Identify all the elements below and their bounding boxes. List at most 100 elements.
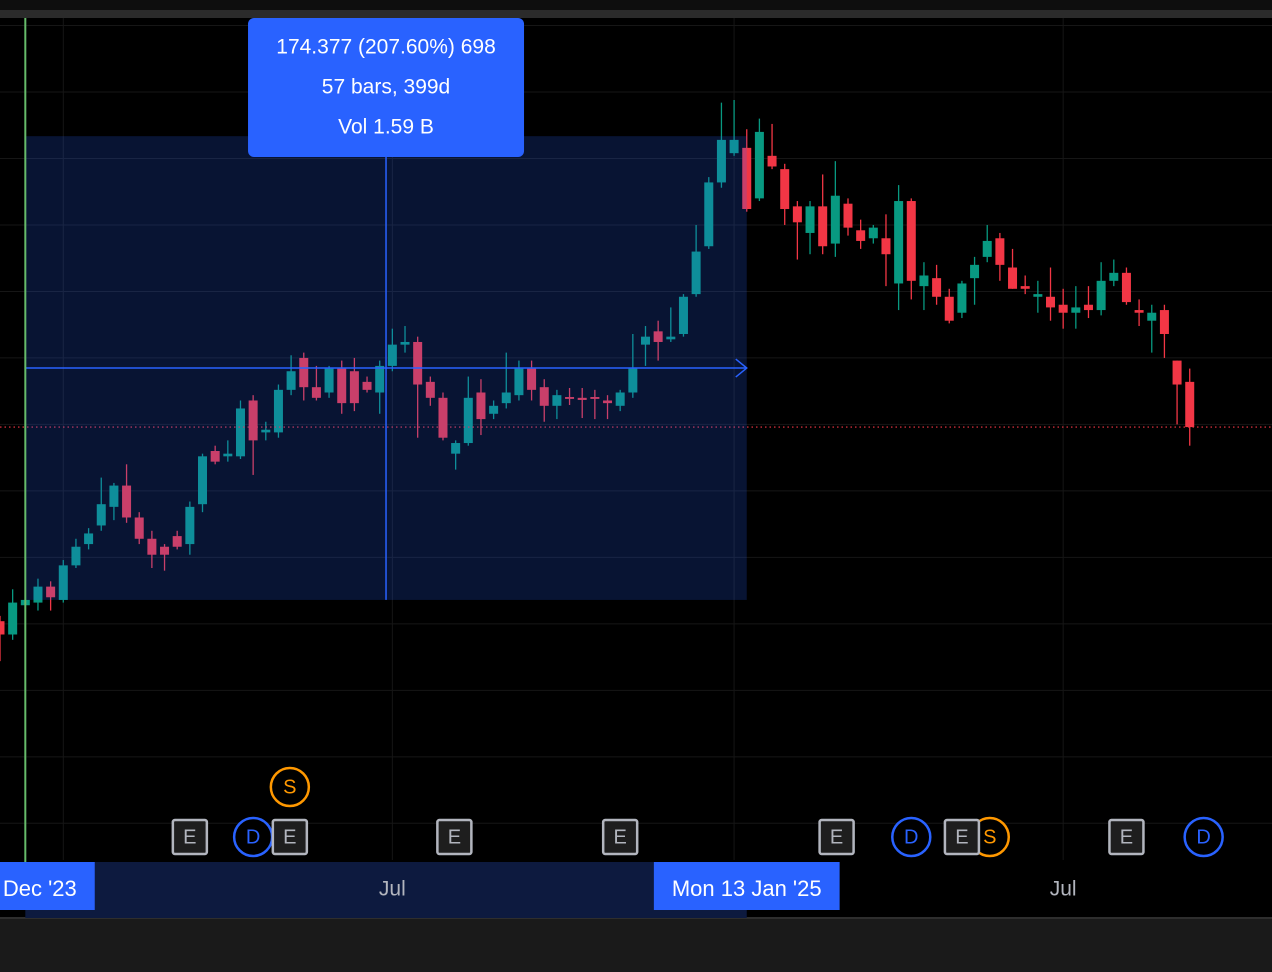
candle-body (46, 586, 56, 598)
candle-body (223, 453, 233, 457)
candle-body (337, 368, 347, 404)
event-badge (1108, 818, 1145, 856)
candle-body (881, 238, 891, 255)
candle-body (33, 586, 43, 603)
event-label: E (448, 826, 461, 848)
candle-body (463, 397, 473, 444)
event-label: E (955, 826, 968, 848)
candle-body (387, 344, 397, 366)
candle-body (375, 365, 385, 393)
candle-body (451, 443, 461, 454)
event-label: E (614, 826, 627, 848)
top-border (0, 10, 1272, 18)
candle-body (691, 251, 701, 295)
candle-body (856, 230, 866, 241)
candle-body (527, 368, 537, 390)
event-label: D (246, 826, 260, 848)
candle-body (210, 451, 220, 462)
event-badge (818, 818, 855, 856)
candle-body (1096, 280, 1106, 311)
candle-body (552, 395, 562, 406)
candle-body (653, 331, 663, 342)
measure-arrow (735, 358, 748, 378)
event-label: E (1120, 826, 1133, 848)
x-tick-label: Jul (1050, 878, 1077, 901)
event-badge (271, 818, 309, 856)
candle-body (71, 546, 81, 566)
event-label: D (904, 826, 918, 848)
candle-body (1071, 307, 1081, 313)
candle-body (172, 536, 182, 547)
candle-body (590, 397, 600, 399)
candle-body (96, 504, 106, 526)
event-badge (943, 818, 981, 856)
top-bar (0, 0, 1272, 10)
measure-tooltip (248, 18, 525, 157)
candle-body (425, 381, 435, 398)
candle-body (640, 336, 650, 345)
candle-body (818, 206, 828, 247)
candle-body (932, 278, 942, 297)
candle-body (248, 400, 258, 441)
candle-body (603, 400, 613, 404)
candle-body (767, 155, 777, 167)
event-badge (601, 818, 639, 856)
event-label: S (983, 826, 996, 848)
candle-body (1109, 272, 1119, 281)
candle-body (1185, 381, 1195, 428)
candle-body (995, 238, 1005, 265)
candle-body (805, 206, 815, 233)
candle-body (400, 341, 410, 345)
candle-body (1058, 304, 1068, 313)
candle-body (122, 485, 132, 518)
event-badge (1183, 816, 1224, 858)
candle-body (1083, 304, 1093, 311)
axis-range-band (25, 862, 747, 918)
event-badge (171, 818, 209, 856)
candle-body (273, 389, 283, 433)
candle-body (134, 517, 144, 539)
range-label: 11 Dec '23 (0, 876, 77, 901)
candle-body (868, 227, 878, 239)
candle-body (944, 296, 954, 321)
candle-body (729, 139, 739, 154)
candle-body (1033, 294, 1043, 297)
candle-body (147, 538, 157, 555)
event-label: E (830, 826, 843, 848)
range-label-box (0, 862, 95, 910)
candle-body (1008, 267, 1018, 289)
candle-body (754, 131, 764, 199)
candle-body (324, 368, 334, 393)
candle-body (843, 203, 853, 228)
candle-body (628, 368, 638, 393)
event-badge (436, 818, 473, 856)
measure-tooltip-text: Vol 1.59 B (338, 116, 434, 139)
candle-body (539, 387, 549, 406)
candle-body (565, 397, 575, 399)
candle-body (362, 381, 372, 390)
candle-body (0, 621, 5, 635)
candle-body (1172, 360, 1182, 385)
candle-body (678, 296, 688, 335)
event-label: E (183, 826, 196, 848)
candle-body (299, 357, 309, 388)
candle-body (577, 397, 587, 400)
candle-body (780, 169, 790, 210)
candle-body (742, 147, 752, 210)
candle-body (514, 368, 524, 396)
candle-body (1147, 312, 1157, 321)
candle-body (501, 392, 511, 404)
candle-body (489, 405, 499, 414)
candle-body (235, 408, 245, 457)
measure-tooltip-text: 57 bars, 399d (322, 76, 450, 99)
candle-body (185, 506, 195, 545)
candle-body (1046, 296, 1056, 308)
candle-body (286, 371, 296, 390)
candle-body (830, 195, 840, 244)
candle-body (1020, 286, 1030, 289)
candle-body (8, 602, 18, 635)
measure-tooltip-text: 174.377 (207.60%) 698 (276, 36, 496, 59)
candle-body (1121, 272, 1131, 303)
